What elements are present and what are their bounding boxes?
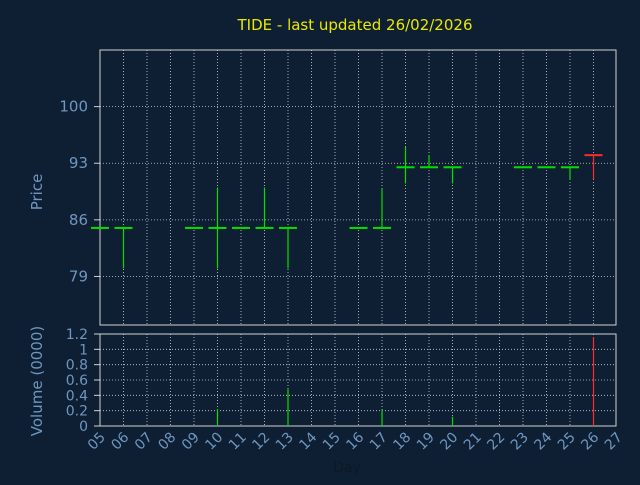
candle-body	[373, 226, 391, 229]
x-tick-label: 19	[414, 430, 438, 454]
candle-body	[232, 226, 250, 229]
candle-body	[114, 226, 133, 229]
volume-tick-label: 0.8	[66, 358, 88, 374]
price-axis-label: Price	[28, 174, 46, 211]
x-tick-label: 18	[390, 430, 414, 454]
candle-body	[420, 166, 438, 169]
x-tick-label: 24	[531, 429, 555, 453]
candle-body	[584, 154, 603, 157]
volume-tick-label: 0.4	[66, 388, 88, 404]
candle-body	[185, 226, 203, 229]
x-tick-label: 09	[179, 430, 203, 454]
x-tick-label: 10	[202, 430, 226, 454]
candle-body	[443, 166, 462, 169]
x-tick-label: 27	[602, 430, 626, 454]
x-tick-label: 22	[484, 430, 508, 454]
price-tick-label: 79	[69, 267, 88, 285]
volume-panel: 00.20.40.60.811.205 06 07 08 09 10 11 12 13 14 15 1…	[66, 327, 626, 453]
x-tick-label: 16	[343, 429, 367, 453]
x-tick-label: 11	[226, 430, 250, 454]
chart-title: TIDE - last updated 26/02/2026	[237, 16, 473, 34]
x-tick-label: 05	[85, 430, 109, 454]
x-tick-label: 23	[508, 430, 532, 454]
x-tick-label: 14	[296, 429, 320, 453]
price-tick-label: 100	[59, 98, 88, 116]
price-tick-label: 93	[69, 154, 88, 172]
price-panel: 79 86 93 100	[59, 49, 617, 326]
x-tick-label: 17	[367, 430, 391, 454]
x-tick-label: 21	[461, 430, 485, 454]
x-tick-label: 25	[555, 430, 579, 454]
x-axis-label: Day	[333, 460, 361, 476]
x-tick-label: 06	[108, 429, 132, 453]
x-tick-label: 07	[132, 430, 156, 454]
volume-tick-label: 1	[79, 342, 88, 358]
candle-body	[208, 226, 227, 229]
price-tick-label: 86	[69, 211, 88, 229]
x-tick-label: 13	[273, 430, 297, 454]
candle-body	[561, 166, 579, 169]
x-tick-label: 08	[155, 430, 179, 454]
price-plot-frame	[99, 49, 617, 326]
volume-tick-label: 1.2	[66, 327, 88, 343]
candle-body	[396, 166, 415, 169]
candle-body	[255, 226, 274, 229]
volume-tick-label: 0	[79, 419, 88, 435]
candle-body	[91, 226, 109, 229]
x-tick-label: 15	[320, 430, 344, 454]
volume-tick-label: 0.2	[66, 404, 88, 420]
volume-tick-label: 0.6	[66, 373, 88, 389]
candle-body	[537, 166, 556, 169]
candle-body	[349, 226, 368, 229]
x-tick-label: 20	[437, 430, 461, 454]
volume-axis-label: Volume (0000)	[28, 326, 46, 436]
candle-body	[514, 166, 532, 169]
candle-body	[279, 226, 297, 229]
x-tick-label: 26	[578, 429, 602, 453]
x-tick-label: 12	[249, 430, 273, 454]
